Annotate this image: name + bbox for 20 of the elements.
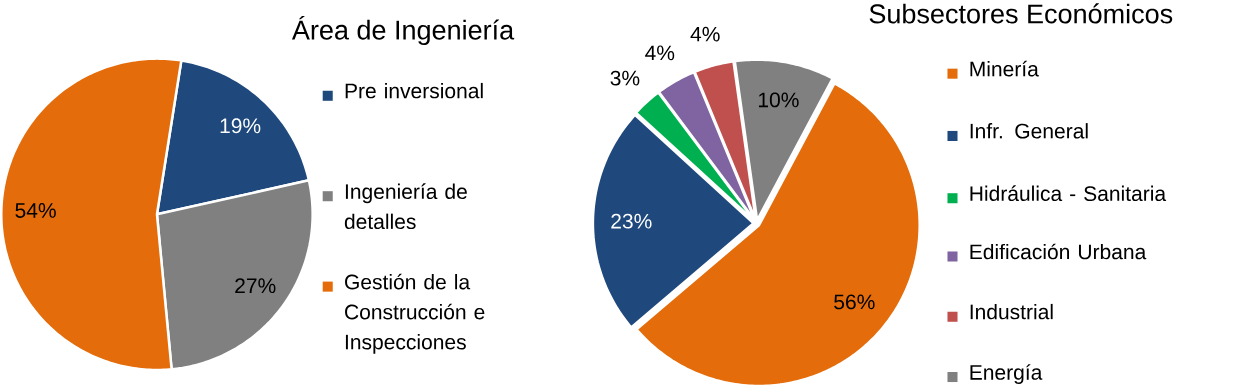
legend-label: Ingeniería de detalles xyxy=(344,183,467,229)
legend-label: Energía xyxy=(970,364,1043,384)
legend-label: Pre inversional xyxy=(345,82,483,99)
legend-label: Infr. General xyxy=(970,123,1088,139)
chart-title: Área de Ingeniería xyxy=(291,15,515,45)
legend-label: Industrial xyxy=(970,303,1053,320)
legend-label: Minería xyxy=(970,60,1039,77)
data-label: 19% xyxy=(220,118,261,134)
data-label: 23% xyxy=(611,213,652,229)
data-label: 3% xyxy=(610,70,640,86)
chart-title: Subsectores Económicos xyxy=(869,3,1173,24)
legend-label: Hidráulica - Sanitaria xyxy=(970,185,1167,201)
data-label: 27% xyxy=(235,278,276,293)
data-label: 56% xyxy=(834,294,875,310)
data-label: 4% xyxy=(690,26,720,42)
legend-label: Gestión de la Construcción e Inspecciones xyxy=(345,273,485,354)
data-label: 4% xyxy=(645,45,675,61)
data-label: 10% xyxy=(758,92,799,108)
data-label: 54% xyxy=(15,203,56,218)
legend-label: Edificación Urbana xyxy=(970,243,1147,260)
